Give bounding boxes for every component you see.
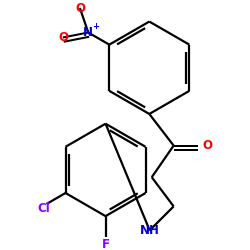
Text: O: O <box>75 2 85 15</box>
Text: +: + <box>92 22 99 31</box>
Text: O: O <box>58 31 68 44</box>
Text: NH: NH <box>140 224 159 237</box>
Text: O: O <box>202 139 212 152</box>
Text: Cl: Cl <box>38 202 50 215</box>
Text: F: F <box>102 238 110 250</box>
Text: N: N <box>83 26 93 39</box>
